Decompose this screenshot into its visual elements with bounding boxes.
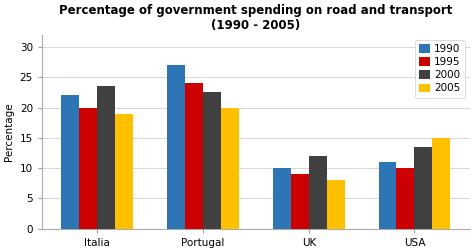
Bar xyxy=(273,168,291,229)
Bar xyxy=(396,168,414,229)
Bar xyxy=(309,156,327,229)
Bar xyxy=(221,108,239,229)
Legend: 1990, 1995, 2000, 2005: 1990, 1995, 2000, 2005 xyxy=(415,40,465,98)
Title: Percentage of government spending on road and transport
(1990 - 2005): Percentage of government spending on roa… xyxy=(59,4,453,32)
Bar xyxy=(62,95,80,229)
Bar xyxy=(115,114,133,229)
Bar xyxy=(167,65,185,229)
Bar xyxy=(185,83,203,229)
Bar xyxy=(97,86,115,229)
Bar xyxy=(203,92,221,229)
Y-axis label: Percentage: Percentage xyxy=(4,103,14,161)
Bar xyxy=(432,138,450,229)
Bar xyxy=(379,162,396,229)
Bar xyxy=(291,174,309,229)
Bar xyxy=(80,108,97,229)
Bar xyxy=(414,147,432,229)
Bar xyxy=(327,180,345,229)
